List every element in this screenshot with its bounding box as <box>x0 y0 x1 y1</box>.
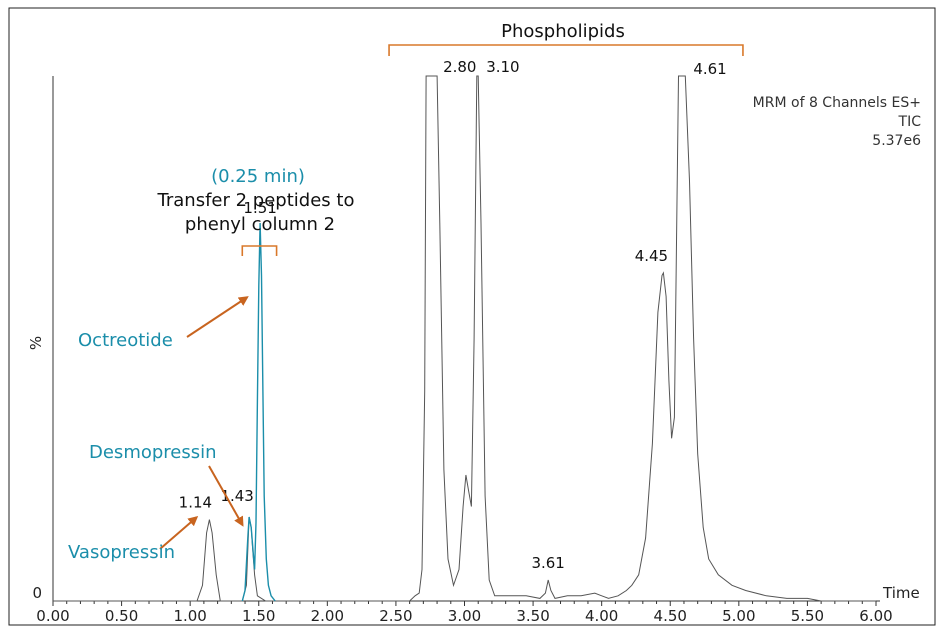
peak-label: 3.61 <box>531 554 564 572</box>
phospholipids-bracket <box>388 44 744 56</box>
vasopressin-label: Vasopressin <box>68 542 175 563</box>
chart-frame <box>8 7 936 626</box>
y-tick-label-0: 0 <box>32 584 42 602</box>
x-tick-label: 1.50 <box>242 607 275 625</box>
x-axis-label: Time <box>882 584 920 602</box>
series-line <box>241 222 276 602</box>
info-line-1: MRM of 8 Channels ES+ <box>753 95 921 111</box>
transfer-line-2: phenyl column 2 <box>185 214 335 235</box>
x-tick-label: 0.50 <box>105 607 138 625</box>
annotations <box>159 44 744 550</box>
x-tick-label: 0.00 <box>36 607 69 625</box>
peak-label: 2.80 <box>443 58 476 76</box>
x-tick-label: 3.50 <box>516 607 549 625</box>
peak-label: 1.14 <box>179 494 212 512</box>
annotation-arrow <box>186 296 249 338</box>
x-tick-label: 2.00 <box>311 607 344 625</box>
x-tick-label: 5.50 <box>791 607 824 625</box>
x-tick-label: 4.00 <box>585 607 618 625</box>
x-tick-label: 3.00 <box>448 607 481 625</box>
info-line-2: TIC <box>898 114 922 130</box>
info-line-3: 5.37e6 <box>872 133 921 149</box>
transfer-time-label: (0.25 min) <box>211 166 305 187</box>
x-tick-label: 4.50 <box>654 607 687 625</box>
annotation-arrow <box>159 515 199 550</box>
peak-label: 4.61 <box>693 60 726 78</box>
traces <box>53 75 876 602</box>
transfer-line-1: Transfer 2 peptides to <box>157 190 355 211</box>
desmopressin-label: Desmopressin <box>89 442 217 463</box>
x-tick-label: 5.00 <box>722 607 755 625</box>
peak-label: 3.10 <box>486 58 519 76</box>
series-line <box>53 75 876 602</box>
transfer-bracket <box>241 245 278 256</box>
octreotide-label: Octreotide <box>78 330 173 351</box>
x-tick-label: 2.50 <box>379 607 412 625</box>
peak-label: 1.51 <box>243 199 276 217</box>
x-tick-label: 1.00 <box>173 607 206 625</box>
annotation-arrow <box>208 465 244 527</box>
x-tick-label: 6.00 <box>859 607 892 625</box>
phospholipids-label: Phospholipids <box>501 21 625 42</box>
peak-label: 4.45 <box>635 247 668 265</box>
peak-labels: 1.14 1.431.512.80 3.103.614.454.61 <box>179 58 727 572</box>
y-axis-label: % <box>27 336 45 350</box>
